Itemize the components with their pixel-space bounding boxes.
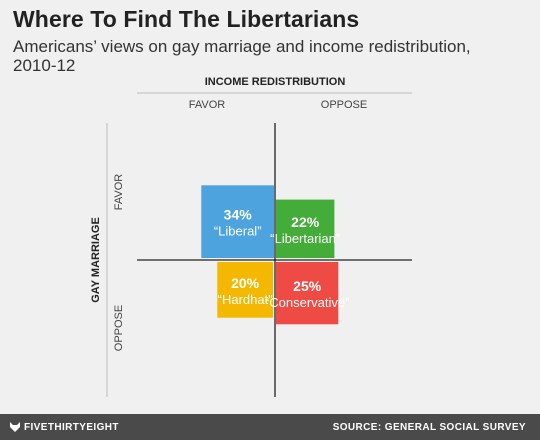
y-category-oppose: OPPOSE: [113, 305, 125, 351]
value-label-liberal: 34%: [224, 207, 253, 223]
value-label-hardhat: 20%: [231, 275, 260, 291]
name-label-hardhat: “Hardhat”: [218, 292, 273, 307]
square-liberal: [201, 185, 274, 258]
chart-title: Where To Find The Libertarians: [13, 6, 360, 32]
square-conservative: [276, 262, 339, 325]
brand-name: FIVETHIRTYEIGHT: [24, 422, 119, 433]
name-label-liberal: “Liberal”: [214, 224, 262, 239]
chart-subtitle: Americans’ views on gay marriage and inc…: [13, 37, 471, 75]
x-category-oppose: OPPOSE: [321, 99, 367, 111]
source-note: SOURCE: GENERAL SOCIAL SURVEY: [332, 422, 526, 433]
fox-icon: [10, 422, 20, 432]
x-axis-title: INCOME REDISTRIBUTION: [205, 76, 346, 88]
quadrant-chart: INCOME REDISTRIBUTION FAVOR OPPOSE GAY M…: [90, 76, 412, 397]
square-hardhat: [217, 262, 273, 318]
y-axis-title: GAY MARRIAGE: [90, 217, 102, 303]
footer-bar: FIVETHIRTYEIGHT SOURCE: GENERAL SOCIAL S…: [0, 414, 540, 440]
y-category-favor: FAVOR: [113, 174, 125, 211]
value-label-conservative: 25%: [293, 278, 322, 294]
name-label-libertarian: “Libertarian”: [270, 231, 340, 246]
name-label-conservative: “Conservative”: [265, 295, 350, 310]
value-label-libertarian: 22%: [291, 214, 320, 230]
x-category-favor: FAVOR: [189, 99, 226, 111]
square-libertarian: [276, 199, 335, 258]
